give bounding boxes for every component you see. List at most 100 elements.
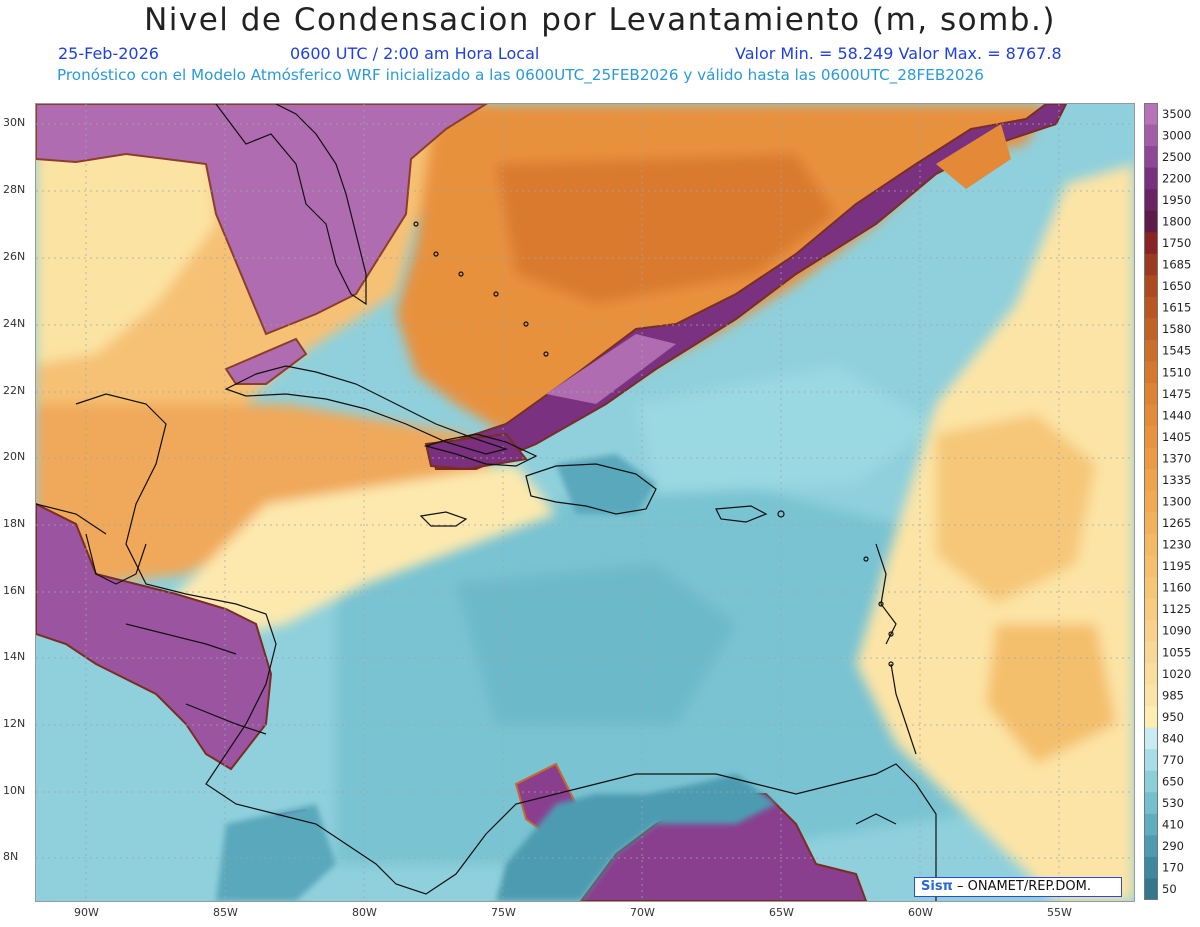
mexico-border	[36, 503, 107, 535]
lat-label-8n: 8N	[3, 850, 19, 863]
honduras-border	[125, 623, 237, 655]
colorbar-swatch	[1144, 856, 1158, 879]
time-label: 0600 UTC / 2:00 am Hora Local	[290, 44, 540, 63]
caribbean-yellow-band	[166, 464, 556, 644]
colorbar-swatch	[1144, 318, 1158, 341]
colorbar-swatch	[1144, 361, 1158, 384]
colorbar-label: 1650	[1162, 279, 1191, 293]
colorbar-label: 170	[1162, 861, 1184, 875]
colorbar: 3500 3000 2500 2200 1950 1800 1750 1685 1650 1615…	[1144, 103, 1200, 901]
colorbar-label: 1580	[1162, 322, 1191, 336]
colorbar-label: 1370	[1162, 451, 1191, 465]
teal-dark-hispaniola	[556, 454, 656, 514]
colorbar-swatch	[1144, 103, 1158, 126]
colorbar-label: 3500	[1162, 107, 1191, 121]
orange-spot-band	[936, 124, 1011, 189]
date-label: 25-Feb-2026	[58, 44, 159, 63]
lat-label-14n: 14N	[3, 650, 26, 663]
bahamas-dot-c	[458, 271, 464, 277]
colorbar-label: 1300	[1162, 495, 1191, 509]
colorbar-label: 1685	[1162, 258, 1191, 272]
cuba-coast	[224, 365, 509, 455]
bahamas-dot-e	[523, 321, 529, 327]
antilles-dot-d	[888, 661, 894, 667]
gulf-light-field	[36, 104, 216, 364]
colorbar-swatch	[1144, 878, 1158, 901]
colorbar-swatch	[1144, 706, 1158, 729]
lon-label-60w: 60W	[908, 906, 933, 919]
lat-label-10n: 10N	[3, 784, 26, 797]
purple-band-light	[546, 334, 676, 404]
belize-border	[85, 533, 147, 585]
lon-label-85w: 85W	[213, 906, 238, 919]
colorbar-label: 530	[1162, 796, 1184, 810]
antilles-dot-b	[878, 601, 884, 607]
virgin-islands-dot	[777, 510, 785, 518]
colorbar-label: 50	[1162, 882, 1177, 896]
colorbar-label: 1195	[1162, 559, 1191, 573]
teal-dark-panama	[216, 804, 336, 901]
colorbar-swatch	[1144, 490, 1158, 513]
antilles-dot-c	[888, 631, 894, 637]
trinidad-coast	[855, 813, 897, 825]
colorbar-swatch	[1144, 426, 1158, 449]
lat-label-30n: 30N	[3, 116, 26, 129]
colorbar-swatch	[1144, 124, 1158, 147]
colorbar-swatch	[1144, 296, 1158, 319]
teal-dark-south-coast	[496, 774, 776, 901]
lon-label-65w: 65W	[769, 906, 794, 919]
colorbar-label: 1335	[1162, 473, 1191, 487]
colorbar-swatch	[1144, 684, 1158, 707]
colorbar-label: 3000	[1162, 128, 1191, 142]
colorbar-label: 290	[1162, 839, 1184, 853]
colorbar-border	[1144, 103, 1158, 900]
bahamas-dot-b	[433, 251, 439, 257]
lat-label-28n: 28N	[3, 183, 26, 196]
lon-label-90w: 90W	[74, 906, 99, 919]
colorbar-swatch	[1144, 447, 1158, 470]
colorbar-swatch	[1144, 749, 1158, 772]
lat-label-22n: 22N	[3, 384, 26, 397]
lat-label-18n: 18N	[3, 517, 26, 530]
colorbar-label: 410	[1162, 818, 1184, 832]
colorbar-label: 1405	[1162, 430, 1191, 444]
colorbar-label: 1090	[1162, 624, 1191, 638]
hispaniola-haiti-coast	[423, 433, 538, 467]
colorbar-swatch	[1144, 770, 1158, 793]
coastlines	[36, 104, 937, 901]
colorbar-label: 1160	[1162, 581, 1191, 595]
lon-label-55w: 55W	[1047, 906, 1072, 919]
colorbar-swatch	[1144, 835, 1158, 858]
colorbar-swatch	[1144, 210, 1158, 233]
antilles-dot-a	[863, 556, 869, 562]
colorbar-swatch	[1144, 792, 1158, 815]
colorbar-swatch	[1144, 555, 1158, 578]
colorbar-swatch	[1144, 641, 1158, 664]
min-max-label: Valor Min. = 58.249 Valor Max. = 8767.8	[735, 44, 1062, 63]
puerto-rico-coast	[715, 505, 768, 523]
colorbar-label: 1510	[1162, 365, 1191, 379]
lon-label-75w: 75W	[491, 906, 516, 919]
florida-coast	[215, 104, 367, 306]
colorbar-label: 1800	[1162, 214, 1191, 228]
colorbar-swatch	[1144, 727, 1158, 750]
colorbar-label: 2500	[1162, 150, 1191, 164]
colorbar-label: 1475	[1162, 387, 1191, 401]
credit-text: – ONAMET/REP.DOM.	[956, 879, 1092, 894]
colorbar-label: 840	[1162, 731, 1184, 745]
bahamas-dot-f	[543, 351, 549, 357]
colorbar-label: 770	[1162, 753, 1184, 767]
lon-label-70w: 70W	[630, 906, 655, 919]
map-title: Nivel de Condensacion por Levantamiento …	[144, 2, 1056, 38]
colorbar-label: 1230	[1162, 538, 1191, 552]
colorbar-swatch	[1144, 167, 1158, 190]
colorbar-label: 1545	[1162, 344, 1191, 358]
lat-label-16n: 16N	[3, 584, 26, 597]
credit-box: Sisπ – ONAMET/REP.DOM.	[914, 877, 1122, 897]
colorbar-swatch	[1144, 189, 1158, 212]
lesser-antilles-b	[890, 663, 917, 755]
colorbar-label: 1440	[1162, 408, 1191, 422]
lcl-field-map	[36, 104, 1134, 901]
ocean-shade-b	[456, 564, 736, 724]
lon-label-80w: 80W	[352, 906, 377, 919]
